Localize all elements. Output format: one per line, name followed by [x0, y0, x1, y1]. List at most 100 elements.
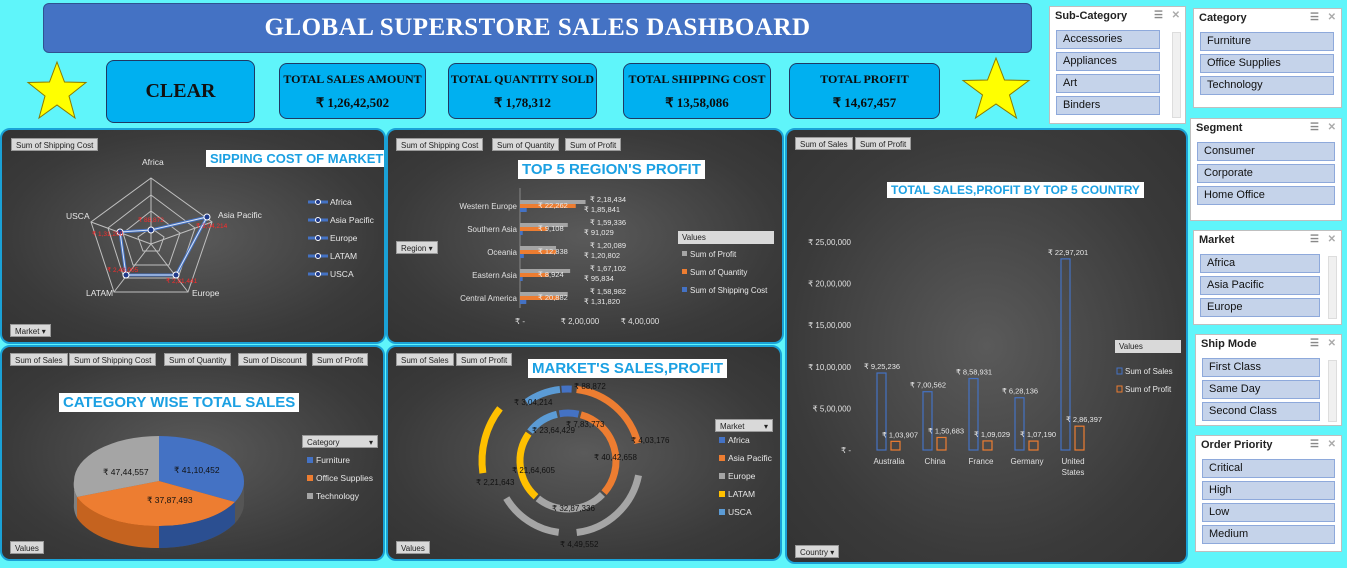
field-button-profit[interactable]: Sum of Profit [456, 353, 513, 366]
slicer-item-furniture[interactable]: Furniture [1200, 32, 1334, 51]
legend-furniture: Furniture [316, 455, 350, 465]
clear-filter-icon[interactable]: ✕ [1327, 234, 1336, 245]
clear-filter-icon[interactable]: ✕ [1327, 12, 1336, 23]
x-tick-label: Germany [1011, 457, 1044, 466]
values-field-button[interactable]: Values [396, 541, 430, 554]
slicer-item-second-class[interactable]: Second Class [1202, 402, 1320, 421]
x-tick-label: States [1062, 468, 1085, 477]
field-button-profit[interactable]: Sum of Profit [312, 353, 369, 366]
slicer-item-high[interactable]: High [1202, 481, 1335, 500]
category-pie-chart: ₹ 41,10,452 ₹ 37,87,493 ₹ 47,44,557 Furn… [73, 436, 373, 549]
slicer-item-home-office[interactable]: Home Office [1197, 186, 1335, 205]
legend-swatch [1116, 385, 1123, 393]
data-label: ₹ 1,67,102 [590, 264, 626, 273]
market-slicer: Market ☰ ✕ Africa Asia Pacific Europe [1193, 230, 1342, 325]
slicer-item-first-class[interactable]: First Class [1202, 358, 1320, 377]
x-tick-label: ₹ 2,00,000 [561, 317, 600, 326]
slicer-item-binders[interactable]: Binders [1056, 96, 1160, 115]
slicer-item-corporate[interactable]: Corporate [1197, 164, 1335, 183]
clear-filter-icon[interactable]: ✕ [1171, 10, 1180, 21]
region-bar [520, 292, 568, 296]
slicer-item-same-day[interactable]: Same Day [1202, 380, 1320, 399]
donut-outer-label: ₹ 4,03,176 [631, 436, 670, 445]
donut-outer-label: ₹ 4,49,552 [560, 540, 599, 549]
order-priority-slicer: Order Priority ☰ ✕ Critical High Low Mediu… [1195, 435, 1342, 552]
slicer-item-medium[interactable]: Medium [1202, 525, 1335, 544]
filter-label: Category [307, 438, 340, 447]
donut-segment [576, 386, 642, 445]
slicer-scrollbar[interactable] [1328, 256, 1337, 319]
slicer-item-low[interactable]: Low [1202, 503, 1335, 522]
data-label: ₹ 95,834 [584, 274, 614, 283]
market-filter-button[interactable]: Market ▾ [715, 419, 773, 432]
slicer-scrollbar[interactable] [1172, 32, 1181, 118]
slicer-item-consumer[interactable]: Consumer [1197, 142, 1335, 161]
slicer-scrollbar[interactable] [1328, 360, 1337, 422]
country-filter-button[interactable]: Country ▾ [795, 545, 840, 558]
slicer-item-critical[interactable]: Critical [1202, 459, 1335, 478]
clear-button[interactable]: CLEAR [106, 60, 255, 123]
donut-segment [527, 410, 558, 434]
field-button-profit[interactable]: Sum of Profit [855, 137, 912, 150]
left-star-decoration [26, 60, 88, 120]
kpi-value: ₹ 1,26,42,502 [315, 94, 390, 110]
dropdown-arrow-icon: ▾ [368, 438, 373, 447]
field-button-sales[interactable]: Sum of Sales [795, 137, 853, 150]
multi-select-icon[interactable]: ☰ [1310, 234, 1319, 245]
clear-filter-icon[interactable]: ✕ [1327, 122, 1336, 133]
multi-select-icon[interactable]: ☰ [1154, 10, 1163, 21]
field-button-quantity[interactable]: Sum of Quantity [492, 138, 560, 151]
legend-entry: Sum of Quantity [690, 268, 747, 277]
multi-select-icon[interactable]: ☰ [1310, 338, 1319, 349]
region-filter-button[interactable]: Region ▾ [396, 241, 438, 254]
slicer-item-art[interactable]: Art [1056, 74, 1160, 93]
slicer-item-europe[interactable]: Europe [1200, 298, 1320, 317]
kpi-total-quantity: TOTAL QUANTITY SOLD ₹ 1,78,312 [448, 63, 597, 119]
subcategory-slicer: Sub-Category ☰ ✕ Accessories Appliances Ar… [1049, 6, 1186, 124]
region-bar [520, 296, 560, 300]
region-profit-panel: Sum of Shipping Cost Sum of Quantity Sum… [386, 128, 784, 344]
kpi-value: ₹ 13,58,086 [665, 94, 729, 110]
field-button-quantity[interactable]: Sum of Quantity [164, 353, 232, 366]
axis-label-latam: LATAM [86, 288, 113, 298]
field-button-sales[interactable]: Sum of Sales [396, 353, 454, 366]
slicer-item-africa[interactable]: Africa [1200, 254, 1320, 273]
slicer-item-accessories[interactable]: Accessories [1056, 30, 1160, 49]
data-label: ₹ 22,97,201 [1048, 248, 1088, 257]
legend-swatch [1116, 367, 1123, 375]
data-label: ₹ 9,25,236 [864, 362, 900, 371]
sales-bar [1014, 397, 1025, 451]
segment-slicer: Segment ☰ ✕ Consumer Corporate Home Office [1190, 118, 1342, 221]
slicer-item-technology[interactable]: Technology [1200, 76, 1334, 95]
field-button-shipping-cost[interactable]: Sum of Shipping Cost [69, 353, 157, 366]
field-button-sum-of-shipping-cost[interactable]: Sum of Shipping Cost [11, 138, 99, 151]
data-label: ₹ 1,03,907 [882, 430, 918, 439]
multi-select-icon[interactable]: ☰ [1310, 439, 1319, 450]
data-label: ₹ 91,029 [584, 228, 614, 237]
region-label: Western Europe [459, 202, 517, 211]
field-button-shipping-cost[interactable]: Sum of Shipping Cost [396, 138, 484, 151]
slicer-title: Segment [1196, 122, 1243, 134]
field-button-discount[interactable]: Sum of Discount [238, 353, 307, 366]
legend-entry: Sum of Profit [1125, 385, 1172, 394]
legend-swatch [682, 269, 687, 274]
legend-asia-pacific: Asia Pacific [330, 215, 375, 225]
clear-filter-icon[interactable]: ✕ [1327, 338, 1336, 349]
slicer-item-office-supplies[interactable]: Office Supplies [1200, 54, 1334, 73]
multi-select-icon[interactable]: ☰ [1310, 122, 1319, 133]
multi-select-icon[interactable]: ☰ [1310, 12, 1319, 23]
slicer-item-asia-pacific[interactable]: Asia Pacific [1200, 276, 1320, 295]
donut-inner-label: ₹ 40,42,658 [594, 453, 637, 462]
values-field-button[interactable]: Values [10, 541, 44, 554]
x-tick-label: France [969, 457, 994, 466]
profit-bar [1028, 440, 1039, 451]
filter-label: Market [720, 422, 745, 431]
pie-slice-furniture [159, 436, 245, 502]
category-filter-button[interactable]: Category ▾ [302, 435, 378, 448]
clear-filter-icon[interactable]: ✕ [1327, 439, 1336, 450]
slicer-item-appliances[interactable]: Appliances [1056, 52, 1160, 71]
field-button-profit[interactable]: Sum of Profit [565, 138, 622, 151]
market-filter-button[interactable]: Market ▾ [10, 324, 51, 337]
pie-slice-office-supplies [77, 481, 235, 527]
field-button-sales[interactable]: Sum of Sales [10, 353, 68, 366]
